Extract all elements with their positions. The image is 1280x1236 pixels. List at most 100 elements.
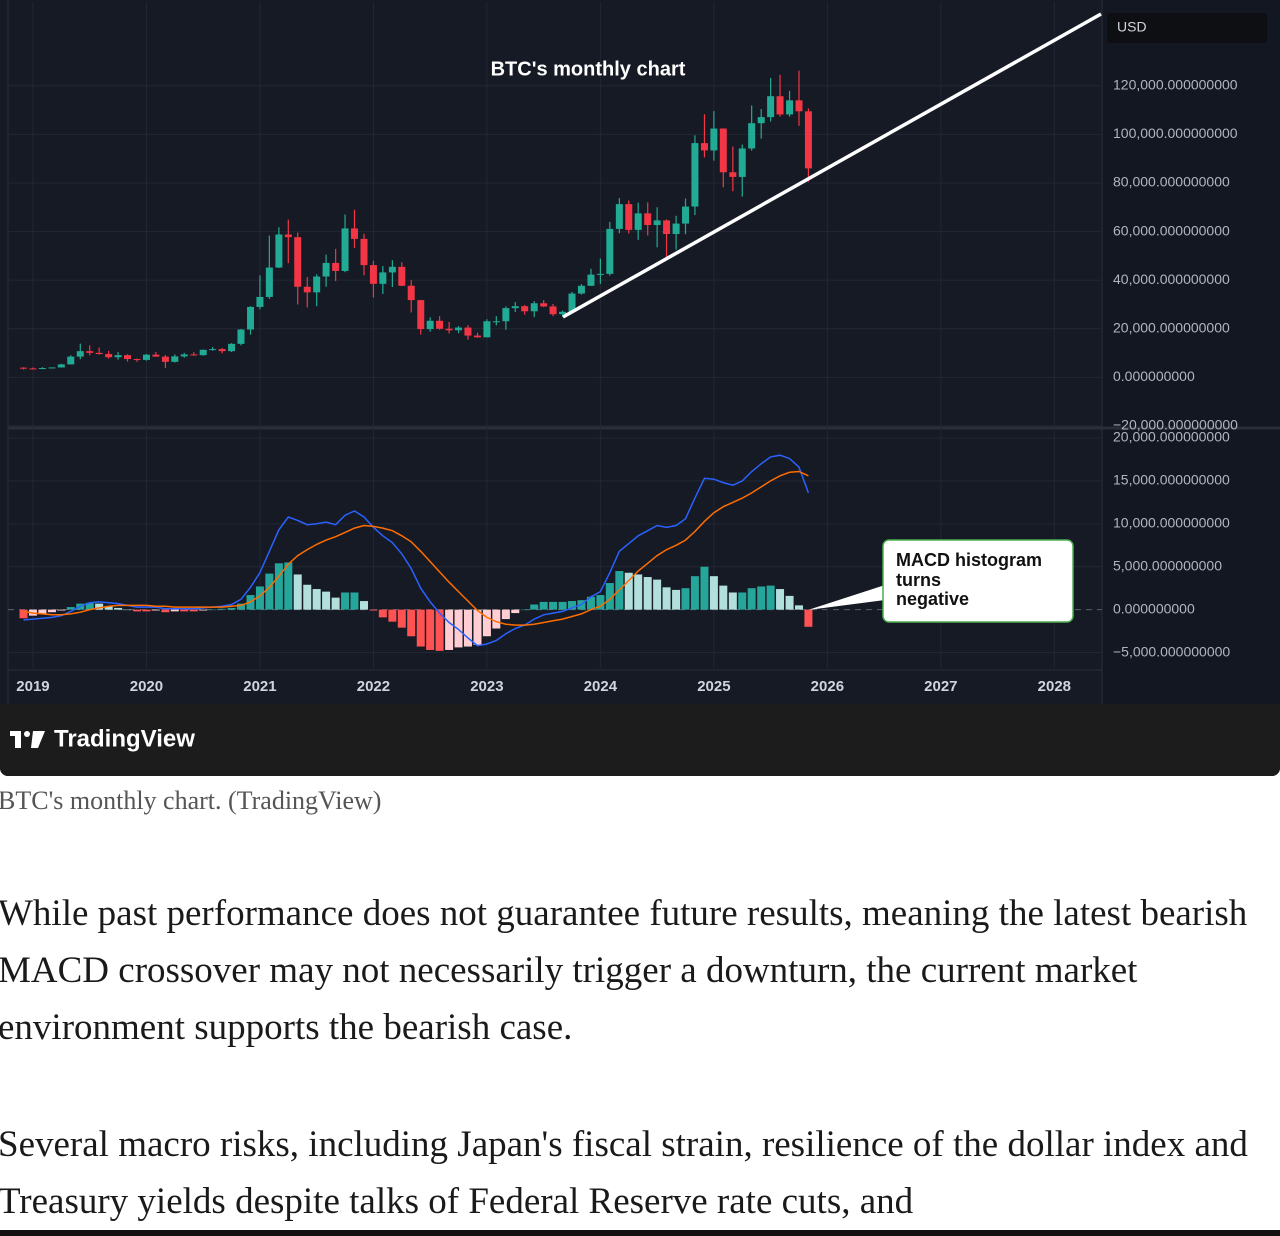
y-tick-label: 20,000.000000000: [1113, 319, 1230, 335]
callout-pointer: [808, 585, 885, 610]
x-tick-label: 2025: [697, 678, 730, 695]
currency-box: [1107, 13, 1267, 43]
candle-body: [530, 303, 538, 312]
candle-body: [455, 327, 463, 331]
y-tick-label: 5,000.000000000: [1113, 557, 1222, 573]
candle-body: [653, 220, 661, 226]
histogram-bar: [114, 607, 123, 610]
y-tick-label: 80,000.000000000: [1113, 174, 1230, 190]
macd-line: [23, 470, 809, 626]
y-tick-label: 60,000.000000000: [1113, 222, 1230, 238]
histogram-bar: [369, 609, 378, 611]
trend-line: [562, 12, 1102, 319]
candle-body: [124, 355, 132, 360]
candle-body: [682, 206, 690, 224]
histogram-bar: [463, 609, 472, 647]
histogram-bar: [662, 587, 671, 610]
candle-body: [199, 349, 207, 356]
y-tick-label: 0.000000000: [1113, 600, 1195, 616]
candle-body: [663, 220, 671, 235]
histogram-bar: [378, 609, 387, 618]
histogram-bar: [104, 606, 113, 610]
histogram-bar: [274, 563, 283, 610]
candle-body: [350, 228, 358, 239]
paragraph: While past performance does not guarante…: [0, 893, 1248, 1048]
x-tick-label: 2019: [16, 678, 49, 695]
candle-body: [587, 274, 595, 286]
histogram-bar: [303, 584, 312, 610]
histogram-bar: [794, 605, 803, 610]
candle-body: [738, 148, 746, 177]
histogram-bar: [123, 609, 132, 611]
candle-body: [313, 276, 321, 293]
candle-body: [719, 128, 727, 173]
candle-body: [67, 356, 75, 365]
candle-body: [322, 262, 330, 277]
histogram-bar: [66, 607, 75, 610]
x-tick-label: 2028: [1038, 678, 1071, 695]
histogram-bar: [407, 609, 416, 637]
candle-body: [672, 223, 680, 235]
histogram-bar: [520, 609, 529, 611]
y-tick-label: −20,000.000000000: [1113, 417, 1238, 433]
x-tick-label: 2021: [243, 678, 276, 695]
candle-body: [237, 329, 245, 344]
histogram-bar: [549, 601, 558, 610]
histogram-bar: [397, 609, 406, 628]
histogram-bar: [218, 608, 227, 610]
histogram-bar: [634, 574, 643, 610]
candle-body: [152, 354, 160, 357]
candle-body: [161, 356, 169, 362]
candle-body: [795, 100, 803, 112]
histogram-bar: [331, 597, 340, 610]
histogram-bar: [766, 585, 775, 610]
histogram-bar: [709, 576, 718, 610]
callout-text: turns: [896, 570, 941, 590]
callout-text: negative: [896, 589, 969, 609]
histogram-bar: [653, 579, 662, 610]
histogram-bar: [681, 588, 690, 610]
candle-body: [105, 354, 113, 358]
histogram-bar: [586, 596, 595, 610]
histogram-bar: [85, 602, 94, 610]
candle-body: [294, 237, 302, 287]
histogram-bar: [199, 609, 208, 611]
candle-body: [228, 343, 236, 352]
y-tick-label: 15,000.000000000: [1113, 472, 1230, 488]
histogram-bar: [501, 609, 510, 620]
y-tick-label: 40,000.000000000: [1113, 271, 1230, 287]
candle-body: [303, 286, 311, 293]
candle-body: [265, 267, 273, 297]
histogram-bar: [482, 609, 491, 637]
bottom-strip: [0, 1230, 1280, 1236]
candle-body: [142, 354, 150, 360]
histogram-bar: [161, 609, 170, 613]
histogram-bar: [265, 573, 274, 610]
candle-body: [48, 367, 56, 369]
candle-body: [483, 321, 491, 338]
histogram-bar: [747, 588, 756, 610]
y-tick-label: 100,000.000000000: [1113, 125, 1238, 141]
callout-text: MACD histogram: [896, 550, 1042, 570]
paragraph: Several macro risks, including Japan's f…: [0, 1124, 1248, 1222]
candle-body: [95, 352, 103, 355]
candle-body: [568, 293, 576, 312]
histogram-bar: [236, 603, 245, 610]
histogram-bar: [492, 609, 501, 629]
x-tick-label: 2024: [584, 678, 618, 695]
histogram-bar: [322, 591, 331, 610]
candle-body: [710, 128, 718, 151]
x-tick-label: 2023: [470, 678, 503, 695]
candle-body: [57, 364, 65, 368]
caption: BTC's monthly chart. (TradingView): [0, 786, 382, 815]
histogram-bar: [435, 609, 444, 651]
histogram-bar: [473, 609, 482, 645]
candle-body: [596, 273, 604, 275]
candle-body: [577, 285, 585, 294]
candle-body: [341, 228, 349, 271]
candle-body: [332, 262, 340, 271]
candle-body: [171, 356, 179, 362]
candle-body: [559, 311, 567, 315]
candle-body: [86, 351, 94, 353]
